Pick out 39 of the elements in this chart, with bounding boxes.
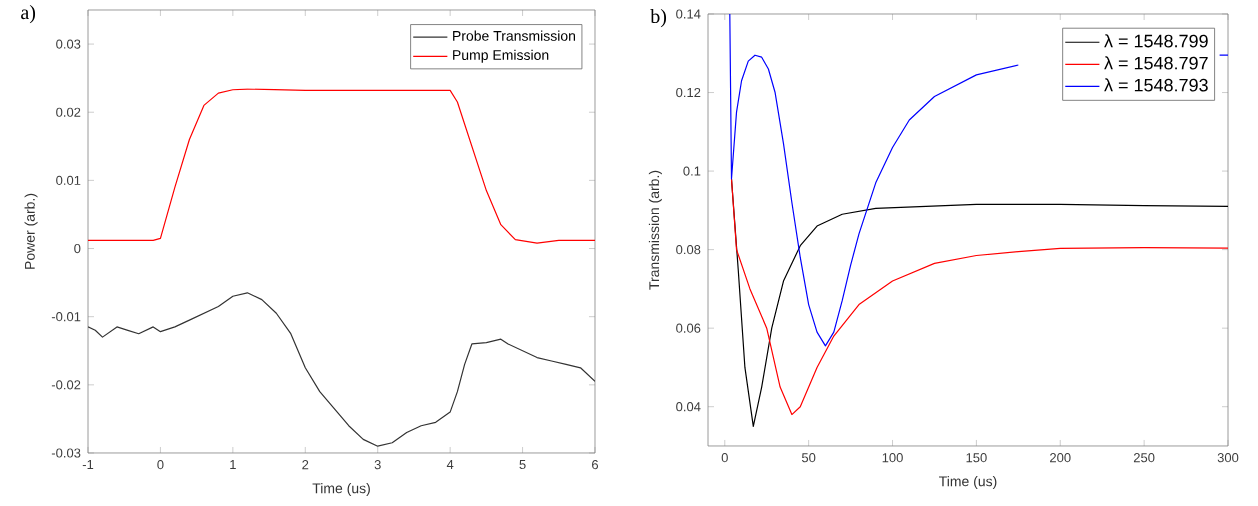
legend-label: λ = 1548.793 <box>1104 78 1208 92</box>
x-tick-label: 300 <box>1217 453 1239 463</box>
y-tick-label: 0.04 <box>676 402 701 412</box>
y-tick-label: 0 <box>74 243 81 254</box>
x-tick-label: 5 <box>519 460 526 470</box>
x-axis-title: Time (us) <box>312 483 370 497</box>
y-tick-label: -0.01 <box>51 312 81 322</box>
x-tick-label: 50 <box>801 453 816 463</box>
chart-title: a) <box>21 5 36 24</box>
legend-label: λ = 1548.797 <box>1104 56 1208 70</box>
y-axis-title: Transmission (arb.) <box>648 170 662 290</box>
y-tick-label: 0.02 <box>56 107 81 117</box>
y-tick-label: 0.14 <box>676 9 701 19</box>
x-tick-label: 100 <box>882 453 903 463</box>
y-tick-label: -0.02 <box>51 380 81 390</box>
y-axis-title: Power (arb.) <box>24 193 38 269</box>
x-tick-label: 4 <box>446 460 454 469</box>
x-tick-label: 250 <box>1133 453 1155 463</box>
x-tick-label: 0 <box>721 453 728 463</box>
y-tick-label: 0.1 <box>683 166 701 176</box>
x-tick-label: 6 <box>592 460 599 470</box>
x-tick-label: 0 <box>157 460 164 470</box>
y-tick-label: 0.12 <box>676 87 701 98</box>
x-tick-label: 3 <box>374 460 381 470</box>
legend-label: Probe Transmission <box>453 30 575 41</box>
legend-label: Pump Emission <box>453 49 549 63</box>
y-tick-label: 0.01 <box>56 175 81 185</box>
chart-title: b) <box>650 9 667 28</box>
y-tick-label: 0.08 <box>676 245 701 255</box>
x-tick-label: 150 <box>966 453 987 463</box>
x-tick-label: 2 <box>302 460 309 470</box>
y-tick-label: 0.03 <box>56 39 81 49</box>
x-tick-label: 1 <box>230 460 236 469</box>
x-tick-label: -1 <box>82 460 94 469</box>
x-axis-title: Time (us) <box>939 476 997 490</box>
y-tick-label: -0.03 <box>51 448 81 458</box>
x-tick-label: 200 <box>1050 453 1071 463</box>
legend-label: λ = 1548.799 <box>1104 34 1208 48</box>
y-tick-label: 0.06 <box>676 323 701 333</box>
